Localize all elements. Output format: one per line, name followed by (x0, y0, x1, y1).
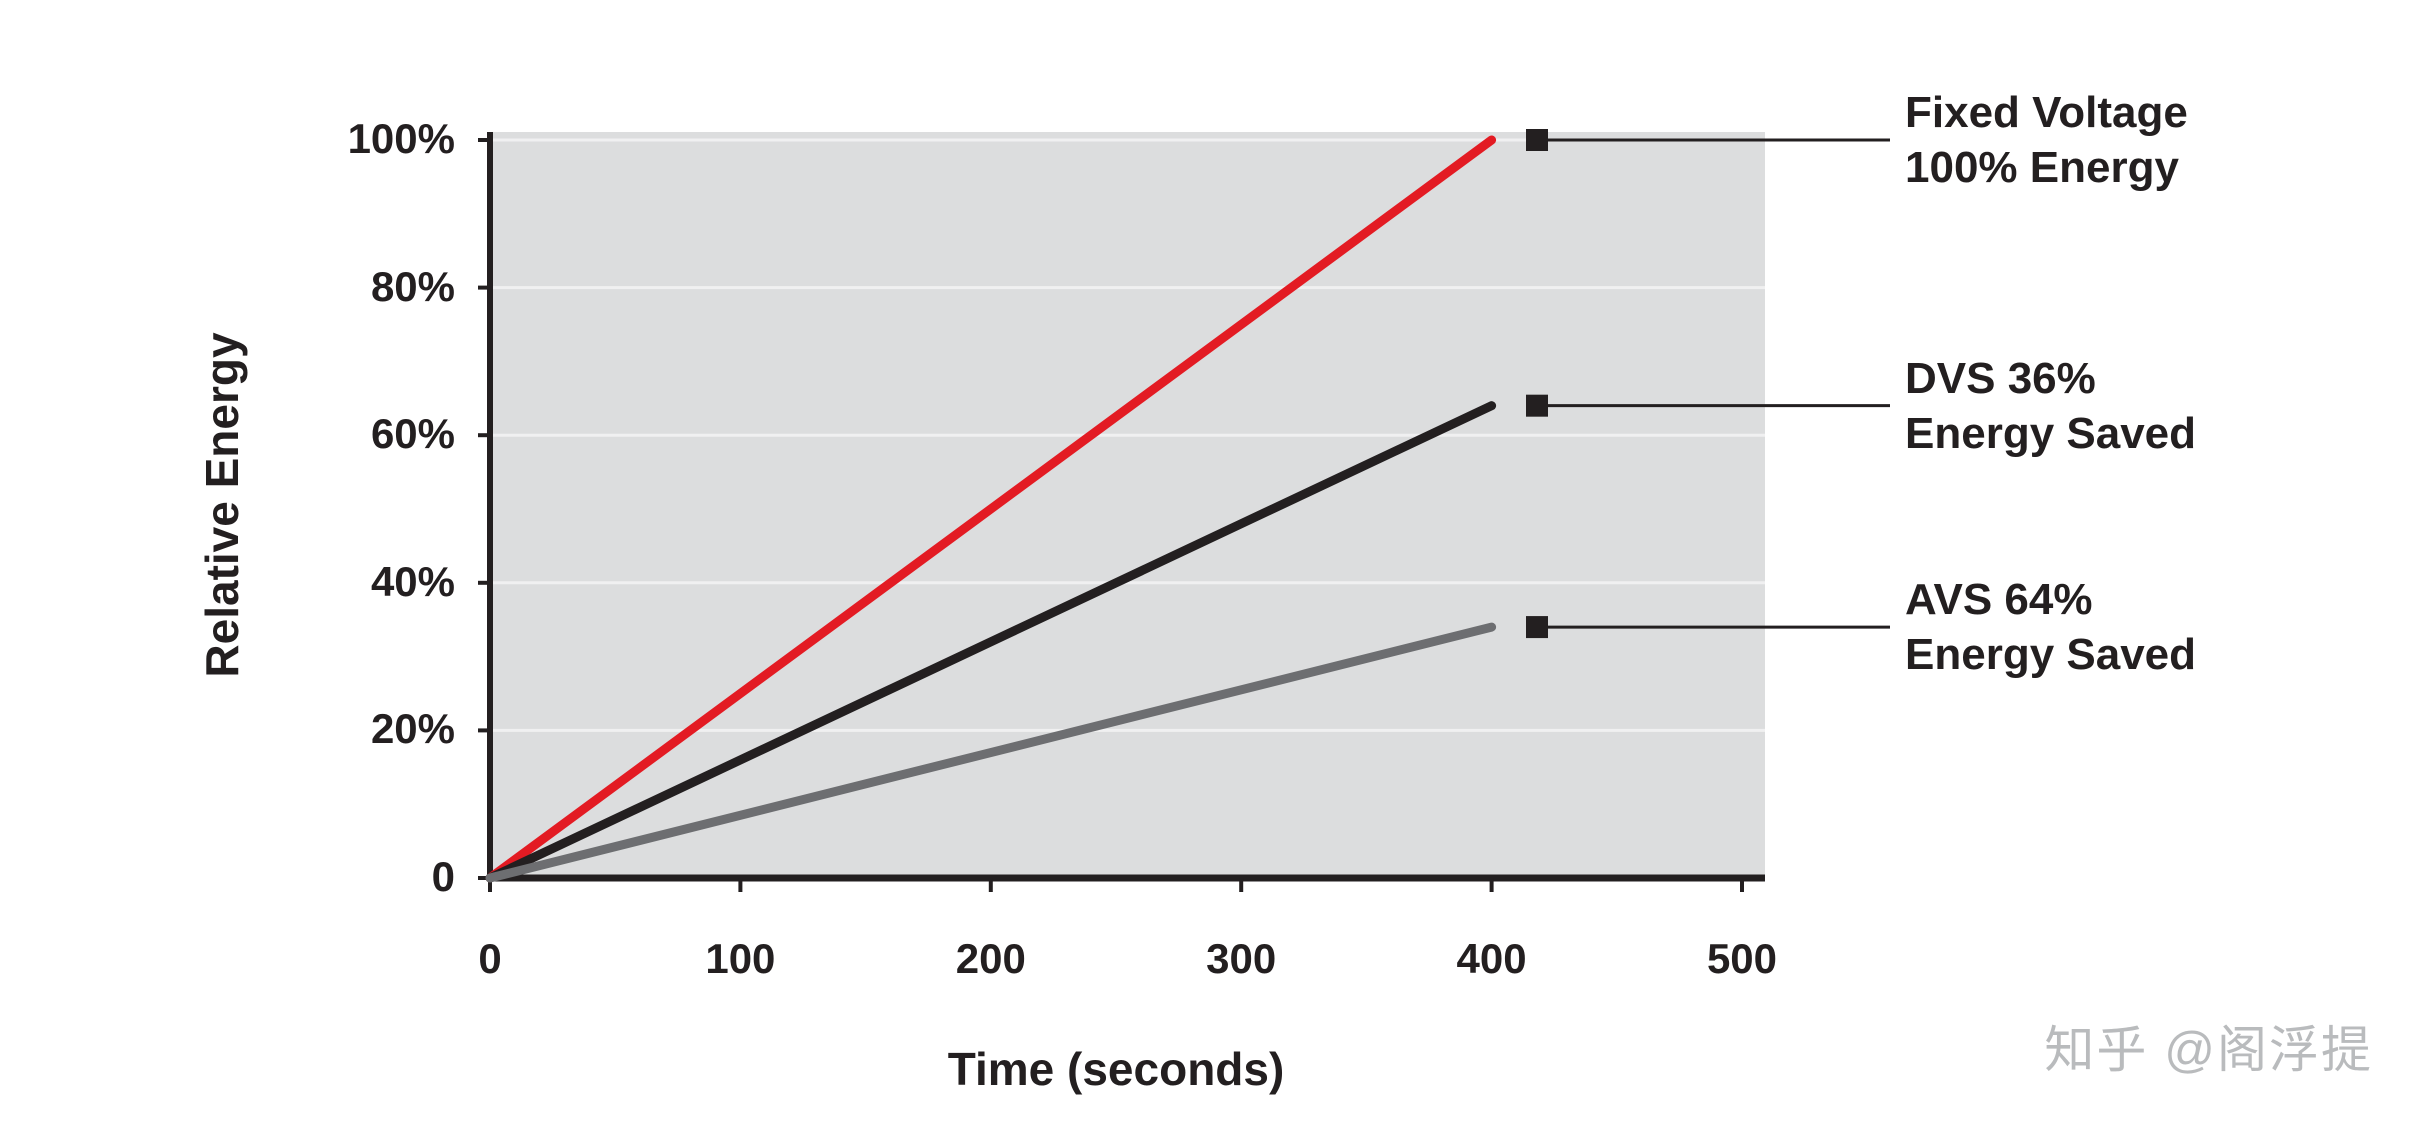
series-end-marker (1526, 129, 1548, 151)
y-tick-label: 100% (347, 115, 455, 162)
series-label-line: Energy Saved (1905, 630, 2197, 680)
y-tick-label: 60% (370, 410, 455, 458)
series-label-line: AVS 64% (1905, 575, 2093, 625)
series-line (485, 135, 1497, 883)
x-tick-label: 0 (478, 935, 502, 982)
watermark: 知乎 @阁浮提 (2044, 1022, 2373, 1078)
series-label: DVS 36% Energy Saved (1905, 351, 2196, 461)
series-end-marker (1526, 394, 1548, 417)
series-line (485, 622, 1497, 883)
series-line (485, 401, 1497, 883)
y-tick-label: 80% (370, 262, 455, 310)
series-label-line: Energy Saved (1905, 408, 2197, 458)
series-label: Fixed Voltage 100% Energy (1905, 85, 2188, 195)
x-tick-label: 300 (1206, 935, 1277, 982)
y-tick-label: 0 (431, 853, 455, 900)
y-tick-label: 20% (370, 705, 455, 753)
plot-background (490, 132, 1765, 878)
x-tick-label: 100 (705, 935, 776, 982)
series-label-line: Fixed Voltage (1905, 88, 2188, 137)
x-tick-label: 200 (955, 935, 1026, 982)
x-tick-label: 400 (1456, 935, 1527, 982)
series-label-line: 100% Energy (1905, 143, 2179, 192)
x-tick-label: 500 (1706, 935, 1778, 982)
y-axis-title: Relative Energy (196, 332, 248, 678)
series-label: AVS 64% Energy Saved (1905, 572, 2196, 682)
x-axis-title: Time (seconds) (947, 1043, 1285, 1095)
y-tick-label: 40% (370, 557, 455, 605)
series-label-line: DVS 36% (1905, 353, 2096, 403)
series-end-marker (1526, 616, 1548, 639)
